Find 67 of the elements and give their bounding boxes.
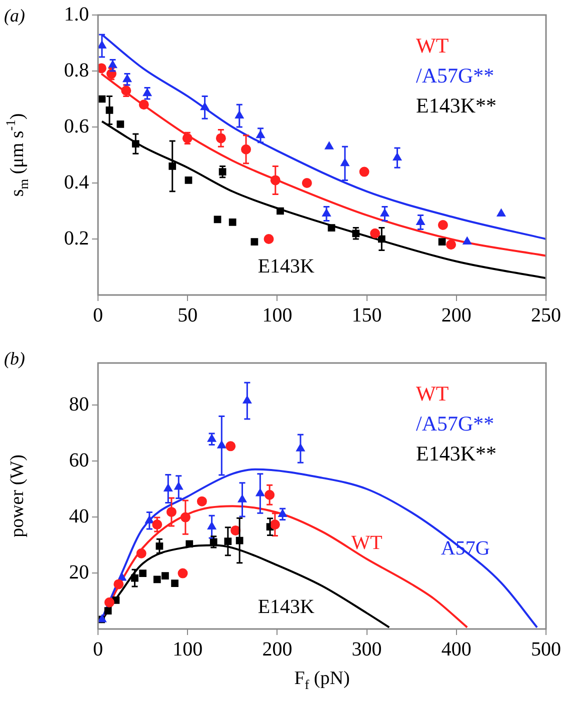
text: /A57G**: [416, 64, 494, 88]
x-tick-label: 150: [352, 304, 382, 326]
annotation: E143K: [258, 596, 316, 618]
x-tick-label: 100: [172, 638, 203, 660]
point: [250, 238, 258, 246]
point: [370, 228, 380, 238]
point: [462, 236, 472, 245]
point: [136, 548, 146, 558]
point: [276, 207, 284, 215]
text: WT: [416, 34, 449, 58]
annotation: WT: [351, 532, 382, 554]
y-tick-label: 0.4: [64, 171, 89, 194]
x-tick-label: 50: [178, 304, 198, 326]
y-axis-title: power (W): [6, 454, 28, 538]
chart-title: (b): [4, 348, 25, 369]
y-tick-label: 20: [69, 561, 89, 584]
y-tick-label: 0.6: [64, 115, 89, 138]
point: [214, 216, 222, 224]
point: [496, 208, 506, 217]
x-tick-label: 400: [441, 638, 472, 660]
x-tick-label: 0: [93, 304, 103, 326]
point: [264, 234, 274, 244]
point: [438, 238, 446, 246]
point: [162, 572, 169, 580]
y-tick-label: 1.0: [64, 3, 89, 26]
y-tick-label: 0.8: [64, 59, 89, 82]
y-tick-label: 80: [69, 393, 89, 416]
text: WT: [416, 382, 449, 406]
text: /A57G**: [416, 412, 494, 436]
point: [104, 607, 112, 614]
point: [302, 178, 312, 188]
point: [118, 573, 126, 581]
point: [226, 441, 236, 452]
y-tick-label: 0.2: [64, 227, 89, 250]
annotation: E143K: [258, 255, 316, 278]
x-tick-label: 300: [352, 638, 382, 660]
point: [438, 220, 448, 230]
point: [359, 166, 370, 177]
y-axis-title: sm (μm s-1): [2, 113, 32, 197]
point: [114, 579, 124, 590]
point: [171, 580, 178, 588]
point: [153, 576, 161, 584]
point: [138, 100, 149, 110]
x-tick-label: 250: [531, 304, 561, 326]
point: [230, 525, 241, 536]
point: [116, 120, 124, 128]
point: [196, 496, 207, 506]
point: [324, 142, 334, 150]
y-tick-label: 60: [69, 449, 89, 472]
x-tick-label: 500: [531, 638, 561, 660]
point: [184, 176, 192, 184]
point: [228, 218, 236, 226]
x-tick-label: 200: [441, 304, 472, 326]
chart-title: (a): [4, 6, 25, 26]
point: [178, 568, 188, 578]
x-tick-label: 100: [262, 304, 292, 326]
text: E143K**: [416, 442, 496, 466]
point: [328, 224, 336, 232]
x-tick-label: 200: [262, 638, 292, 660]
text: E143K**: [416, 94, 496, 118]
point: [104, 597, 114, 608]
point: [446, 240, 456, 250]
point: [139, 570, 146, 577]
point: [186, 540, 194, 548]
line-series: [100, 34, 546, 240]
x-tick-label: 0: [93, 638, 103, 660]
y-tick-label: 40: [69, 505, 89, 528]
